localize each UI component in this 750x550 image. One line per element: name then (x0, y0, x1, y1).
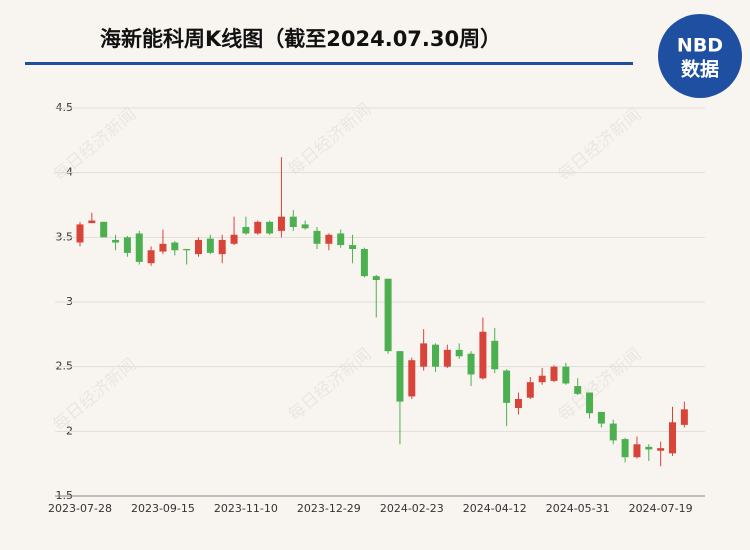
candle-body (432, 344, 439, 367)
candle-body (550, 366, 558, 381)
candle-body (76, 224, 84, 243)
candle-body (408, 360, 416, 397)
x-tick-label: 2023-12-29 (297, 502, 361, 515)
candle-body (254, 221, 262, 234)
candle-body (455, 349, 463, 357)
candle-body (183, 248, 191, 251)
candle-body (159, 243, 167, 252)
candle-body (597, 411, 605, 424)
candle-body (313, 230, 321, 244)
candle-body (562, 366, 570, 384)
candle-body (657, 448, 665, 451)
candle-body (123, 237, 131, 253)
candle-body (491, 340, 499, 370)
x-tick-label: 2023-11-10 (214, 502, 278, 515)
logo-top: NBD (677, 35, 723, 57)
candle-body (301, 224, 309, 229)
x-tick-label: 2024-05-31 (546, 502, 610, 515)
candle-body (503, 370, 511, 403)
candle-body (171, 242, 179, 251)
candle-body (360, 248, 368, 277)
candle-body (266, 221, 274, 234)
candle-body (538, 375, 546, 383)
x-tick-label: 2024-02-23 (380, 502, 444, 515)
candle-body (218, 239, 226, 255)
candle-body (337, 233, 345, 246)
candle-body (633, 444, 641, 458)
candle-body (574, 386, 582, 394)
plot (76, 157, 688, 467)
candle-body (242, 226, 250, 234)
candle-body (680, 409, 688, 425)
candle-body (479, 331, 487, 379)
candle-body (645, 446, 653, 450)
candle-body (586, 392, 594, 414)
title-rule (25, 62, 633, 65)
candle-body (325, 234, 333, 244)
logo (658, 14, 742, 98)
candle-body (206, 238, 214, 253)
candle-body (112, 239, 120, 243)
candle-body (669, 422, 676, 454)
candle-body (289, 216, 297, 227)
candle-body (396, 351, 404, 402)
candle-body (147, 250, 155, 264)
candle-body (195, 239, 202, 255)
x-tick-label: 2023-07-28 (48, 502, 112, 515)
candle-body (621, 439, 629, 458)
x-tick-label: 2024-04-12 (463, 502, 527, 515)
chart-title: 海新能科周K线图（截至2024.07.30周） (100, 27, 501, 51)
x-tick-label: 2023-09-15 (131, 502, 195, 515)
candle-body (526, 382, 534, 398)
candle-body (514, 399, 522, 409)
candle-body (349, 245, 357, 249)
candle-body (230, 234, 238, 244)
candle-body (135, 233, 143, 262)
candle-body (609, 423, 617, 441)
candle-body (277, 216, 285, 231)
candle-body (384, 278, 392, 352)
logo-bottom: 数据 (681, 58, 719, 81)
candle-body (372, 276, 380, 281)
candle-body (100, 221, 108, 238)
candle-body (467, 353, 475, 375)
x-tick-label: 2024-07-19 (629, 502, 693, 515)
candle-body (443, 349, 451, 367)
candle-body (420, 343, 428, 367)
candle-body (88, 220, 96, 224)
